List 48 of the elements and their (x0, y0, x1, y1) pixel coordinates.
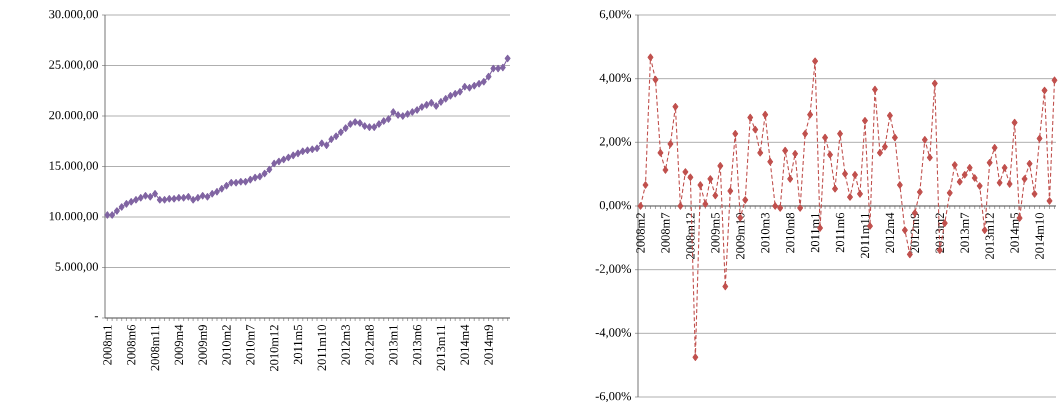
x-tick-label: 2014m4 (460, 324, 469, 365)
x-tick-label: 2008m1 (103, 325, 112, 365)
x-tick-label: 2009m10 (736, 212, 745, 260)
x-tick-label: 2013m11 (436, 325, 446, 371)
y-tick-label: 15.000,00 (49, 161, 98, 172)
y-tick-label: 6,00% (599, 9, 632, 21)
x-tick-label: 2011m1 (810, 213, 820, 253)
x-tick-label: 2013m6 (412, 324, 422, 365)
x-tick-label: 2010m8 (785, 212, 795, 253)
x-tick-label: 2013m2 (935, 213, 944, 253)
y-tick-label: 30.000,00 (49, 9, 98, 21)
x-tick-label: 2008m2 (636, 213, 645, 253)
x-tick-label: 2008m7 (661, 212, 670, 253)
x-tick-label: 2013m12 (985, 213, 994, 260)
y-tick-label: - (94, 316, 99, 318)
x-tick-label: 2008m11 (150, 325, 160, 371)
x-tick-label: 2008m12 (686, 213, 695, 260)
y-tick-label: 20.000,00 (49, 110, 98, 122)
x-tick-label: 2013m1 (389, 325, 398, 365)
y-tick-label: -4,00% (595, 328, 632, 339)
y-tick-label: 10.000,00 (49, 211, 98, 223)
y-tick-label: 4,00% (599, 73, 632, 84)
x-tick-label: 2009m5 (711, 213, 720, 253)
x-tick-label: 2011m11 (860, 213, 870, 259)
x-tick-label: 2010m2 (222, 325, 231, 365)
x-tick-label: 2012m3 (341, 325, 350, 365)
y-tick-label: 25.000,00 (49, 60, 98, 71)
x-tick-label: 2011m5 (293, 325, 303, 365)
y-tick-label: 5.000,00 (55, 262, 98, 273)
x-tick-label: 2009m4 (174, 324, 184, 365)
y-tick-label: -6,00% (595, 391, 632, 403)
x-tick-label: 2013m7 (960, 212, 969, 253)
x-tick-label: 2009m9 (198, 325, 207, 365)
x-tick-label: 2014m5 (1010, 213, 1019, 253)
y-tick-label: 0,00% (599, 200, 632, 212)
x-tick-label: 2012m4 (885, 212, 895, 253)
x-tick-label: 2012m9 (910, 213, 920, 253)
y-tick-label: -2,00% (595, 264, 632, 275)
x-tick-label: 2012m8 (365, 325, 374, 365)
x-tick-label: 2010m3 (761, 213, 770, 253)
x-tick-label: 2008m6 (127, 324, 136, 365)
x-tick-label: 2014m10 (1035, 212, 1044, 260)
x-tick-label: 2014m9 (484, 325, 493, 365)
x-tick-label: 2010m12 (269, 325, 279, 372)
x-tick-label: 2011m6 (835, 212, 845, 253)
x-tick-label: 2011m10 (317, 324, 326, 371)
y-tick-label: 2,00% (599, 137, 632, 148)
x-tick-label: 2010m7 (246, 324, 255, 365)
